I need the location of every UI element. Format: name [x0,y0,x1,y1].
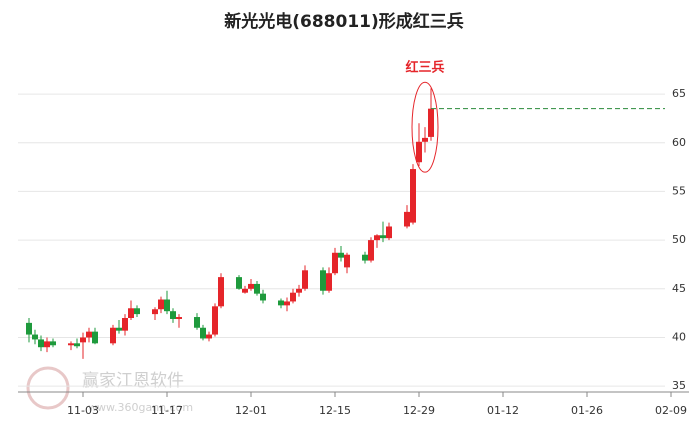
candle-body [122,318,128,331]
candle-body [368,240,374,261]
x-tick-label: 11-03 [67,404,99,417]
candle-body [206,334,212,339]
candle-body [194,317,200,328]
candle-body [296,288,302,293]
y-tick-label: 65 [672,87,686,100]
candle-body [170,311,176,319]
candle-body [416,141,422,163]
watermark: 赢家江恩软件 [82,371,184,391]
candle-body [200,327,206,339]
candle-body [68,343,74,346]
candle-body [218,277,224,307]
candle-body [344,254,350,268]
watermark-url: www.360gann.com [88,401,193,414]
candle-body [116,327,122,331]
candle-body [248,283,254,289]
candle-body [338,252,344,258]
candle-body [164,299,170,312]
candle-body [404,211,410,227]
y-tick-label: 45 [672,282,686,295]
annotation-ellipse [411,81,439,173]
x-tick-label: 12-15 [319,404,351,417]
candle-body [284,301,290,306]
candle-body [254,283,260,294]
candle-body [80,337,86,343]
candle-body [380,235,386,239]
candle-body [44,341,50,348]
x-tick-label: 01-12 [487,404,519,417]
candle-body [50,341,56,346]
x-tick-label: 02-09 [655,404,687,417]
candle-body [236,277,242,289]
candle-body [128,308,134,319]
candle-body [320,270,326,291]
y-tick-label: 40 [672,330,686,343]
candle-body [32,334,38,340]
y-tick-label: 55 [672,184,686,197]
candle-body [74,343,80,347]
candle-body [110,327,116,344]
y-tick-label: 60 [672,136,686,149]
candle-body [386,226,392,239]
y-tick-label: 50 [672,233,686,246]
y-tick-label: 35 [672,379,686,392]
candle-body [158,299,164,310]
candle-body [152,309,158,315]
candle-body [362,254,368,261]
x-tick-label: 01-26 [571,404,603,417]
candle-body [212,306,218,335]
candle-body [326,273,332,291]
candle-body [422,137,428,142]
watermark-logo [26,366,70,410]
candle-body [176,317,182,319]
candle-body [332,252,338,274]
candle-body [260,293,266,301]
x-tick-label: 11-17 [151,404,183,417]
chart-title: 新光光电(688011)形成红三兵 [224,11,464,32]
candle-body [92,331,98,344]
annotation: 红三兵 [405,60,444,76]
x-tick-label: 12-01 [235,404,267,417]
candle-body [290,292,296,302]
candle-body [428,108,434,137]
candle-body [374,235,380,241]
candle-body [278,300,284,306]
candle-body [26,322,32,335]
candle-body [86,331,92,338]
candle-body [38,339,44,348]
x-tick-label: 12-29 [403,404,435,417]
candle-body [410,169,416,223]
candle-body [242,288,248,293]
candle-body [302,270,308,289]
candle-body [134,308,140,315]
